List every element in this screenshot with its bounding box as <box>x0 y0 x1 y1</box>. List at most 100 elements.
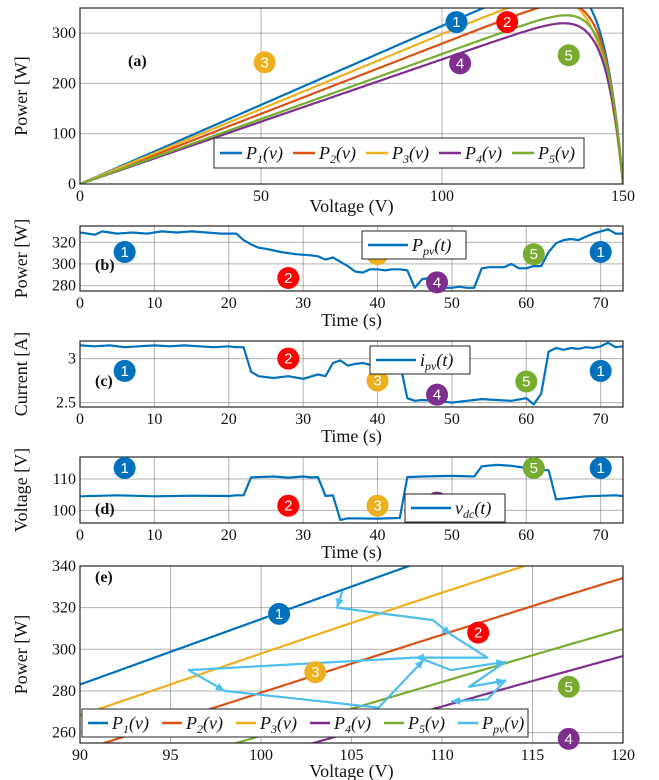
region-badge: 5 <box>522 243 545 266</box>
legend-label: P1(v) <box>111 713 149 736</box>
region-badge: 2 <box>467 621 490 644</box>
x-tick-label: 30 <box>295 411 311 428</box>
badge-label: 3 <box>311 664 319 681</box>
trajectory-arrow <box>414 653 424 662</box>
region-badge: 4 <box>426 271 449 294</box>
badge-label: 1 <box>120 363 128 380</box>
trajectory-arrow <box>336 597 344 608</box>
badge-label: 5 <box>565 679 573 696</box>
region-badge: 1 <box>268 602 291 625</box>
series-line-P5 <box>80 14 623 184</box>
badge-label: 4 <box>456 55 464 72</box>
x-axis-label: Time (s) <box>321 310 382 331</box>
badge-label: 2 <box>284 270 292 287</box>
trajectory-arrow <box>414 659 424 669</box>
axes-box <box>79 340 624 408</box>
x-axis-label: Voltage (V) <box>309 761 393 780</box>
badge-label: 4 <box>565 731 573 748</box>
panel-a: 0 50 100 150 0 100 200 300 Voltage (V) Power [W] 1… <box>11 7 635 217</box>
badge-label: 5 <box>530 246 538 263</box>
legend-label: P4(v) <box>333 713 371 736</box>
series-group <box>80 228 623 289</box>
y-tick-label: 320 <box>52 600 76 617</box>
legend-box <box>81 708 529 738</box>
y-tick-label: 300 <box>52 256 76 273</box>
trajectory-arrow <box>495 678 506 687</box>
y-tick-label: 3 <box>68 351 76 368</box>
panel-b: 0 10 20 30 40 50 60 70 280 300 320 Time (s) Power [W… <box>11 219 624 331</box>
panel-c: 0 10 20 30 40 50 60 70 2.5 3 Time (s) Current [A] 1 2… <box>11 332 624 447</box>
x-tick-label: 50 <box>253 188 269 205</box>
badge-circle <box>589 457 612 479</box>
legend-entry: P3(v) <box>236 713 297 736</box>
x-tick-label: 95 <box>163 747 179 764</box>
badge-label: 3 <box>373 498 381 515</box>
y-tick-label: 260 <box>52 725 76 742</box>
region-badge: 1 <box>113 457 136 479</box>
legend-entry: Ppv(v) <box>458 713 524 736</box>
badge-circle <box>277 494 300 517</box>
badge-label: 1 <box>597 460 605 477</box>
region-badge: 4 <box>557 727 580 750</box>
x-tick-label: 20 <box>221 295 237 312</box>
legend-entry: P5(v) <box>384 713 445 736</box>
badge-label: 3 <box>260 54 268 71</box>
legend-label: P3(v) <box>391 143 429 166</box>
x-tick-label: 0 <box>76 295 84 312</box>
x-tick-label: 50 <box>444 411 460 428</box>
legend-entry: P3(v) <box>366 143 429 166</box>
panel-label: (a) <box>128 53 147 70</box>
trajectory-arrow <box>495 659 506 668</box>
region-badge: 1 <box>589 457 612 479</box>
badge-circle <box>268 602 291 625</box>
badge-label: 1 <box>120 460 128 477</box>
badge-circle <box>467 621 490 644</box>
legend-entry: P2(v) <box>162 713 223 736</box>
badge-circle <box>253 51 276 74</box>
series-line-P4 <box>80 22 623 184</box>
badge-circle <box>557 44 580 67</box>
legend-label: ipv(t) <box>420 350 453 373</box>
region-badge: 3 <box>253 51 276 74</box>
series-line-P1 <box>80 566 413 686</box>
series-line-P3 <box>80 566 529 717</box>
x-tick-label: 110 <box>430 747 453 764</box>
badge-circle <box>366 369 389 392</box>
x-tick-label: 10 <box>146 527 162 544</box>
panel-label: (d) <box>95 501 115 518</box>
trajectory-arrow <box>215 682 225 691</box>
trajectory-arrow <box>441 625 452 635</box>
badge-label: 3 <box>373 373 381 390</box>
trajectory-arrow <box>451 696 461 705</box>
y-axis-label: Current [A] <box>11 332 31 416</box>
region-badge: 4 <box>426 383 449 406</box>
region-badge: 1 <box>113 241 136 263</box>
region-badge: 3 <box>304 661 327 684</box>
x-tick-label: 40 <box>370 411 386 428</box>
x-tick-label: 100 <box>249 747 273 764</box>
x-tick-label: 70 <box>593 295 609 312</box>
series-group <box>80 8 623 184</box>
axes-box <box>79 225 624 292</box>
y-tick-label: 100 <box>52 126 76 143</box>
series-line-P2 <box>80 8 623 184</box>
badge-circle <box>366 494 389 517</box>
region-badge: 1 <box>445 11 468 34</box>
badge-label: 5 <box>530 460 538 477</box>
badge-label: 1 <box>597 244 605 261</box>
badge-label: 2 <box>503 14 511 31</box>
badge-circle <box>113 457 136 479</box>
badge-circle <box>113 359 136 382</box>
region-badge: 5 <box>522 457 545 479</box>
legend-label: P2(v) <box>318 143 356 166</box>
y-tick-label: 2.5 <box>56 395 76 412</box>
badge-label: 1 <box>120 244 128 261</box>
series-line-P3 <box>80 8 623 184</box>
x-tick-label: 40 <box>370 295 386 312</box>
badge-label: 2 <box>284 351 292 368</box>
badge-circle <box>277 267 300 289</box>
x-tick-label: 120 <box>611 747 635 764</box>
badge-circle <box>589 359 612 382</box>
legend-entry: P1(v) <box>88 713 149 736</box>
region-badge: 5 <box>515 370 538 393</box>
